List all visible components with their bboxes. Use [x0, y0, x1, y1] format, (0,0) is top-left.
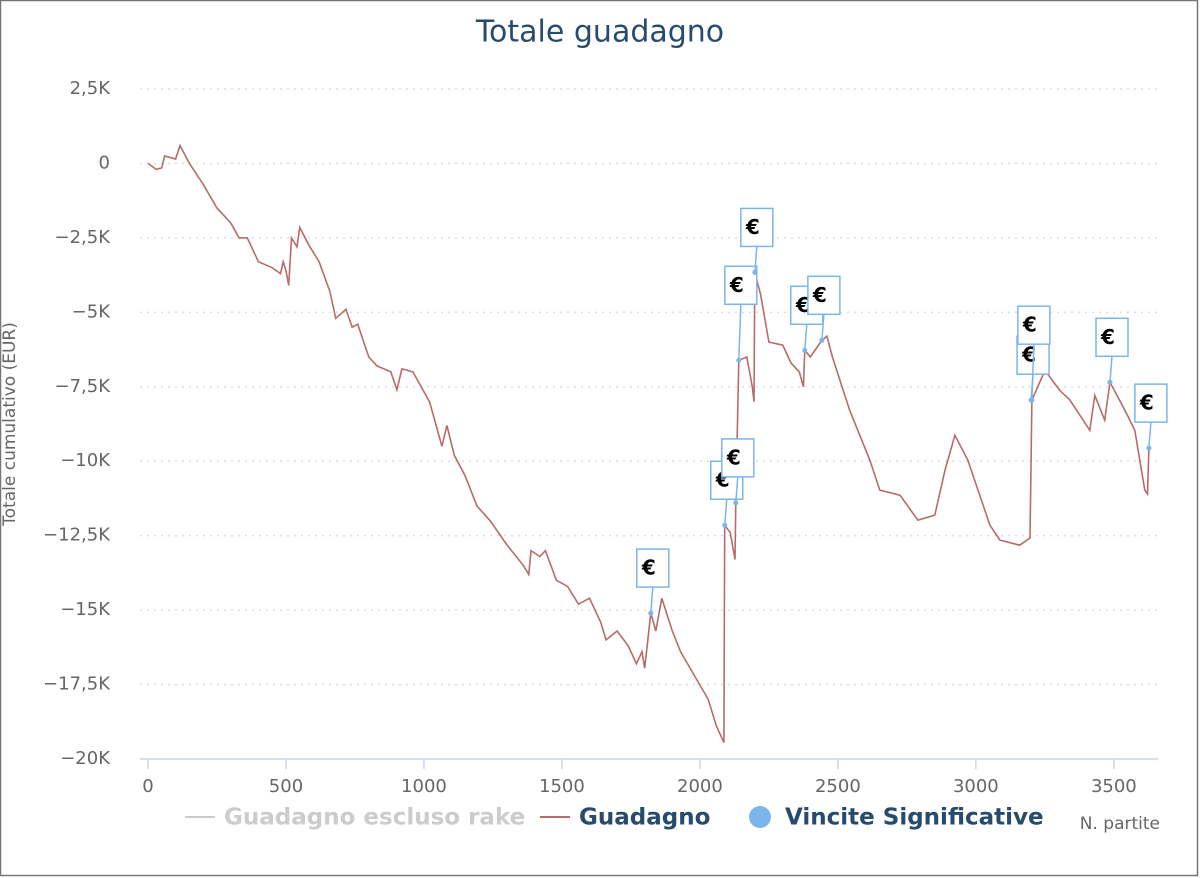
flag-connector	[821, 314, 825, 341]
y-tick-label: −5K	[72, 301, 112, 322]
y-axis-label: Totale cumulativo (EUR)	[0, 322, 20, 527]
flag-label: €	[1021, 343, 1036, 367]
flag-connector	[1031, 344, 1035, 401]
flag-box	[740, 207, 774, 248]
flag-box	[724, 265, 758, 306]
y-tick-label: −10K	[60, 450, 111, 471]
flag-box	[1134, 383, 1168, 423]
flag-label: €	[729, 273, 744, 297]
x-tick-label: 1000	[401, 776, 447, 797]
y-tick-label: 2,5K	[70, 78, 112, 99]
flag-label: €	[1022, 313, 1037, 337]
flag-label: €	[1100, 325, 1115, 349]
flag-box	[807, 275, 841, 316]
flag-label: €	[795, 293, 810, 317]
flag-box	[721, 438, 755, 478]
flag-label: €	[745, 215, 760, 239]
x-tick-label: 2000	[677, 776, 723, 797]
chart-title: Totale guadagno	[475, 15, 724, 50]
point	[802, 347, 808, 353]
legend-label[interactable]: Vincite Significative	[785, 805, 1044, 831]
flag-connector	[754, 246, 758, 273]
point	[752, 269, 758, 275]
flag-connector	[804, 324, 808, 351]
point	[733, 500, 739, 506]
point	[1107, 379, 1113, 385]
line	[147, 143, 1150, 743]
legend-label[interactable]: Guadagno	[579, 805, 710, 831]
flag-box	[636, 548, 670, 588]
legend-label[interactable]: Guadagno escluso rake	[224, 805, 525, 831]
point	[648, 610, 654, 616]
flag-label: €	[812, 283, 827, 307]
flag-connector	[735, 476, 739, 503]
x-tick-label: 3000	[953, 776, 999, 797]
y-tick-label: −15K	[60, 599, 111, 620]
flag-box	[1095, 317, 1129, 358]
y-tick-label: −17,5K	[43, 674, 111, 695]
legend: Guadagno escluso rake Guadagno Vincite Sig…	[185, 805, 1044, 831]
x-axis-label: N. partite	[1080, 814, 1160, 834]
flag-box	[1017, 305, 1051, 345]
flag-connector	[724, 499, 728, 526]
x-tick-label: 500	[269, 776, 303, 797]
x-tick-label: 1500	[539, 776, 585, 797]
flag-connector	[1109, 356, 1113, 383]
flag-label: €	[726, 445, 741, 469]
flag-connector	[1148, 422, 1152, 449]
x-tick-label: 0	[142, 776, 153, 797]
point	[1029, 397, 1035, 403]
y-tick-label: −7,5K	[54, 376, 111, 397]
y-tick-label: −12,5K	[43, 525, 111, 546]
point	[736, 357, 742, 363]
y-tick-label: −2,5K	[54, 227, 111, 248]
flag-label: €	[1139, 391, 1154, 415]
flag-connector	[738, 304, 742, 361]
point	[819, 337, 825, 343]
plot-area: 2,5K 0 −2,5K −5K −7,5K −10K −12,5K −15K −17,5K −2…	[43, 78, 1168, 797]
flag-connector	[650, 587, 654, 614]
legend-symbol	[749, 806, 771, 828]
y-tick-label: 0	[99, 152, 110, 173]
y-tick-label: −20K	[60, 748, 111, 769]
x-tick-label: 2500	[815, 776, 861, 797]
point	[722, 522, 728, 528]
x-tick-label: 3500	[1091, 776, 1137, 797]
point	[1146, 445, 1152, 451]
flag-label: €	[641, 556, 656, 580]
